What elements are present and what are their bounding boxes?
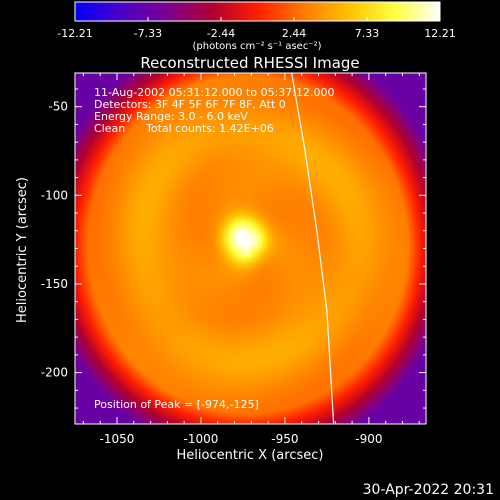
y-axis-title: Heliocentric Y (arcsec) xyxy=(15,177,30,323)
colorbar-tick-label: -12.21 xyxy=(57,27,92,40)
peak-position-label: Position of Peak = [-974,-125] xyxy=(94,398,259,411)
x-tick-label: -1050 xyxy=(100,432,135,446)
total-counts-label: Total counts: 1.42E+06 xyxy=(145,122,274,135)
heatmap-image xyxy=(75,73,426,424)
axis-ticks: -1050 -1000 -950 -900 -200 -150 -100 -50 xyxy=(41,73,426,446)
colorbar-tick-label: 2.44 xyxy=(282,27,307,40)
energy-range-label: Energy Range: 3.0 - 6.0 keV xyxy=(94,110,248,123)
colorbar-tick-label: 7.33 xyxy=(355,27,380,40)
colorbar-ticks: -12.21 -7.33 -2.44 2.44 7.33 12.21 xyxy=(57,17,456,40)
y-tick-label: -200 xyxy=(41,366,68,380)
footer-timestamp: 30-Apr-2022 20:31 xyxy=(363,482,494,498)
y-tick-label: -150 xyxy=(41,277,68,291)
x-tick-label: -900 xyxy=(355,432,382,446)
colorbar-tick-label: -7.33 xyxy=(134,27,162,40)
colorbar xyxy=(74,1,441,22)
colorbar-tick-label: -2.44 xyxy=(207,27,235,40)
time-range-label: 11-Aug-2002 05:31:12.000 to 05:37:12.000 xyxy=(94,86,335,99)
y-tick-label: -100 xyxy=(41,188,68,202)
y-tick-label: -50 xyxy=(48,100,68,114)
x-axis-title: Heliocentric X (arcsec) xyxy=(177,448,324,463)
method-label: Clean xyxy=(94,122,125,135)
colorbar-units: (photons cm⁻² s⁻¹ asec⁻²) xyxy=(192,41,321,52)
chart-title: Reconstructed RHESSI Image xyxy=(140,54,359,72)
x-tick-label: -950 xyxy=(271,432,298,446)
x-tick-label: -1000 xyxy=(184,432,219,446)
solar-limb-line xyxy=(291,73,335,424)
detectors-label: Detectors: 3F 4F 5F 6F 7F 8F, Att 0 xyxy=(94,98,286,111)
colorbar-tick-label: 12.21 xyxy=(424,27,456,40)
